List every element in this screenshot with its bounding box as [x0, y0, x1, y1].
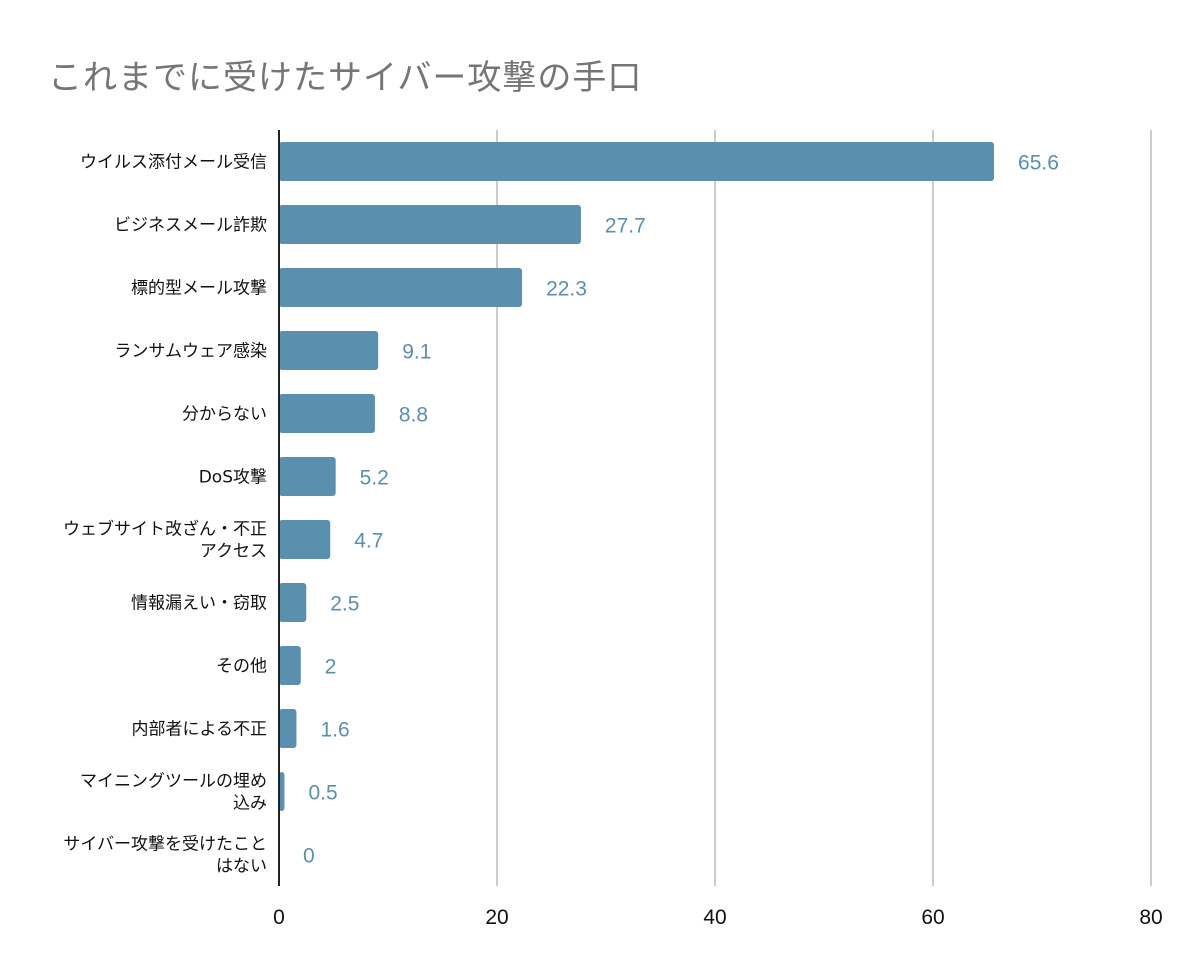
bar-0	[279, 142, 995, 181]
bar-10	[279, 772, 285, 811]
category-label-9: 内部者による不正	[132, 720, 268, 740]
value-label-4: 8.8	[399, 404, 428, 427]
category-label-7: 情報漏えい・窃取	[131, 594, 267, 614]
bar-6	[279, 520, 331, 559]
category-label-6-1: アクセス	[200, 542, 267, 562]
category-label-10-0: マイニングツールの埋め	[80, 772, 267, 792]
bar-9	[279, 709, 297, 748]
value-label-5: 5.2	[360, 467, 389, 490]
category-label-11-0: サイバー攻撃を受けたこと	[63, 835, 267, 855]
value-label-3: 9.1	[402, 341, 431, 364]
x-tick-label-40: 40	[703, 906, 726, 929]
bar-2	[279, 268, 523, 307]
bar-1	[279, 205, 581, 244]
x-tick-label-0: 0	[273, 906, 285, 929]
value-label-0: 65.6	[1018, 152, 1059, 175]
bar-7	[279, 583, 307, 622]
value-label-7: 2.5	[330, 593, 359, 616]
value-label-6: 4.7	[354, 530, 383, 553]
x-tick-label-60: 60	[921, 906, 944, 929]
x-tick-label-20: 20	[485, 906, 508, 929]
category-label-3: ランサムウェア感染	[114, 342, 267, 362]
category-label-10-1: 込み	[233, 794, 267, 814]
bar-3	[279, 331, 379, 370]
value-label-10: 0.5	[308, 782, 337, 805]
value-label-2: 22.3	[546, 278, 587, 301]
category-label-8: その他	[216, 657, 267, 677]
category-label-4: 分からない	[182, 405, 267, 425]
category-label-2: 標的型メール攻撃	[131, 279, 267, 299]
category-label-11-1: はない	[216, 857, 267, 877]
bar-5	[279, 457, 336, 496]
bar-8	[279, 646, 301, 685]
category-label-5: DoS攻撃	[199, 468, 267, 488]
value-label-8: 2	[325, 656, 337, 679]
x-tick-label-80: 80	[1139, 906, 1162, 929]
category-label-6-0: ウェブサイト改ざん・不正	[63, 519, 267, 540]
category-label-1: ビジネスメール詐欺	[114, 216, 267, 236]
chart-title: これまでに受けたサイバー攻撃の手口	[48, 58, 643, 98]
bar-4	[279, 394, 375, 433]
value-label-9: 1.6	[320, 719, 349, 742]
value-label-1: 27.7	[605, 215, 646, 238]
category-label-0: ウイルス添付メール受信	[80, 153, 267, 173]
value-label-11: 0	[303, 845, 315, 868]
